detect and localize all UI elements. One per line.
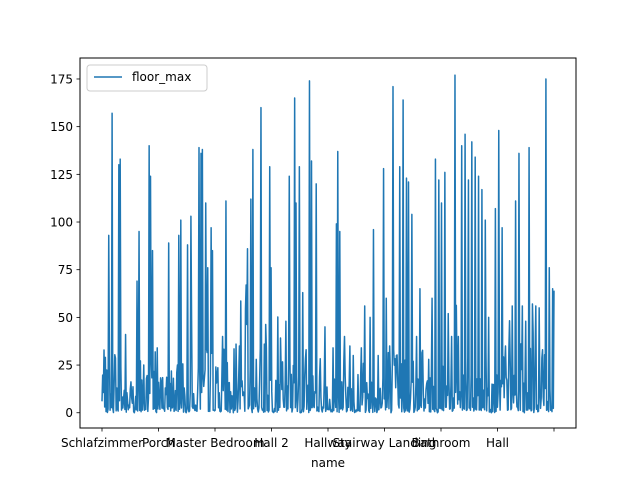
plot-area [101, 74, 555, 414]
y-tick-label: 25 [58, 359, 73, 373]
legend-label-floor-max: floor_max [132, 70, 191, 84]
x-tick-label: Bathroom [412, 436, 471, 450]
x-tick-label: Hall [486, 436, 509, 450]
series-line-floor-max [101, 74, 555, 414]
y-tick-label: 150 [50, 120, 73, 134]
x-tick-label: Hallway [304, 436, 351, 450]
y-tick-label: 75 [58, 263, 73, 277]
y-tick-label: 0 [65, 406, 73, 420]
legend: floor_max [86, 64, 208, 92]
y-tick-label: 125 [50, 168, 73, 182]
x-tick-label: Hall 2 [254, 436, 289, 450]
y-tick-label: 100 [50, 216, 73, 230]
x-axis-title: name [311, 456, 345, 470]
x-tick-label: Master Bedroom [165, 436, 264, 450]
series-layer [101, 74, 555, 414]
y-tick-label: 50 [58, 311, 73, 325]
x-tick-label: Porch [142, 436, 175, 450]
legend-box [86, 64, 208, 92]
x-tick-label: Stairway Landing [333, 436, 437, 450]
y-axis: 0 25 50 75 100 125 150 175 [50, 72, 80, 420]
y-tick-label: 175 [50, 72, 73, 86]
x-tick-label: Schlafzimmer [61, 436, 143, 450]
